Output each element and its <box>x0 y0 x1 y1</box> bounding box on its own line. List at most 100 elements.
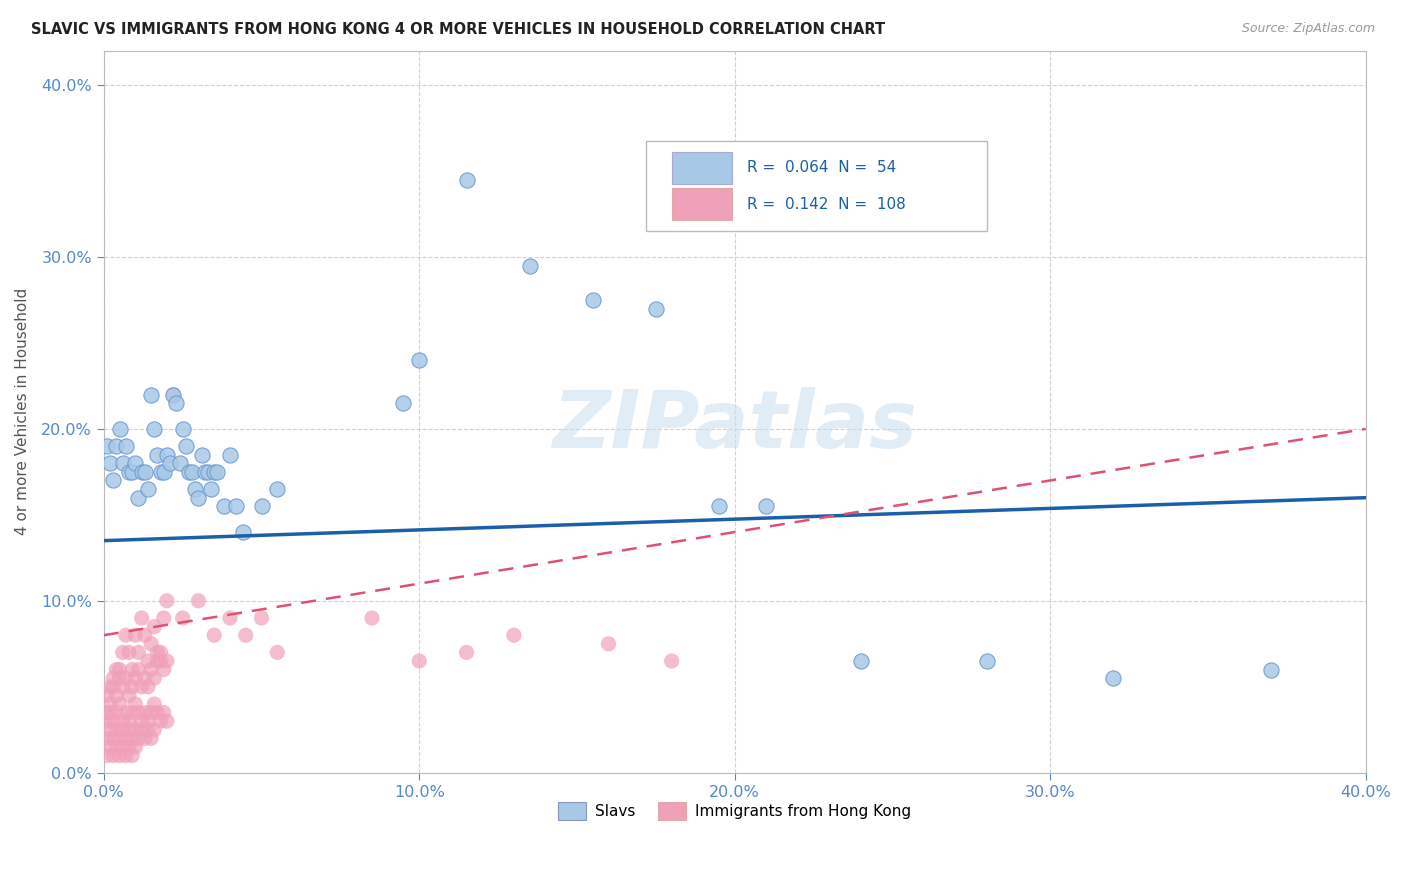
Point <box>96 689 118 703</box>
Point <box>128 491 150 505</box>
Point <box>111 456 134 470</box>
Point <box>105 706 128 720</box>
Point <box>96 706 118 720</box>
Point <box>103 474 125 488</box>
Point <box>98 706 121 720</box>
Point <box>134 731 156 746</box>
Point <box>124 739 146 754</box>
Point <box>105 689 128 703</box>
Point <box>976 654 998 668</box>
Point <box>98 739 121 754</box>
Point <box>124 628 146 642</box>
Point <box>250 500 273 514</box>
Point <box>134 706 156 720</box>
Point <box>250 611 273 625</box>
Point <box>755 500 778 514</box>
Point <box>139 387 162 401</box>
Point <box>207 465 229 479</box>
Point <box>174 439 197 453</box>
Y-axis label: 4 or more Vehicles in Household: 4 or more Vehicles in Household <box>15 288 30 535</box>
Point <box>202 628 225 642</box>
Point <box>115 731 138 746</box>
Point <box>139 706 162 720</box>
Point <box>232 524 254 539</box>
Point <box>103 731 125 746</box>
Point <box>136 654 159 668</box>
Point <box>139 731 162 746</box>
Point <box>149 465 172 479</box>
Point <box>190 448 212 462</box>
Point <box>105 663 128 677</box>
Point <box>225 500 247 514</box>
Point <box>181 465 204 479</box>
Point <box>149 645 172 659</box>
Point <box>143 723 166 737</box>
Point <box>392 396 415 410</box>
Point <box>108 422 131 436</box>
Point <box>146 654 169 668</box>
Point <box>121 731 143 746</box>
Bar <box>672 152 733 184</box>
Point <box>143 671 166 685</box>
Point <box>152 611 174 625</box>
Point <box>266 645 288 659</box>
Point <box>118 689 141 703</box>
Point <box>134 465 156 479</box>
Point <box>165 396 187 410</box>
Bar <box>672 188 733 220</box>
Point <box>115 748 138 763</box>
Point <box>212 500 235 514</box>
Point <box>202 465 225 479</box>
Point <box>115 628 138 642</box>
Point <box>408 654 430 668</box>
Point <box>172 422 194 436</box>
Point <box>194 465 217 479</box>
Point <box>111 723 134 737</box>
Text: ZIPatlas: ZIPatlas <box>553 387 917 465</box>
Point <box>519 259 541 273</box>
Point <box>131 465 153 479</box>
Point <box>108 697 131 711</box>
Point <box>121 663 143 677</box>
Point <box>136 482 159 496</box>
Point <box>108 663 131 677</box>
Point <box>111 680 134 694</box>
Point <box>128 663 150 677</box>
Point <box>502 628 524 642</box>
Point <box>118 739 141 754</box>
Point <box>121 748 143 763</box>
Point <box>184 482 207 496</box>
Point <box>136 723 159 737</box>
Point <box>172 611 194 625</box>
Point <box>456 172 478 186</box>
Point <box>105 723 128 737</box>
Point <box>134 671 156 685</box>
Point <box>644 301 666 316</box>
Point <box>187 594 209 608</box>
Point <box>108 748 131 763</box>
Point <box>139 663 162 677</box>
Point <box>118 714 141 728</box>
Text: Source: ZipAtlas.com: Source: ZipAtlas.com <box>1241 22 1375 36</box>
Point <box>143 619 166 633</box>
Point <box>177 465 200 479</box>
Point <box>582 293 605 307</box>
Point <box>118 465 141 479</box>
Point <box>98 697 121 711</box>
Point <box>162 387 184 401</box>
Point <box>98 456 121 470</box>
Point <box>156 714 179 728</box>
Point <box>136 680 159 694</box>
Point <box>146 706 169 720</box>
Point <box>1102 671 1125 685</box>
Point <box>162 387 184 401</box>
Point <box>131 611 153 625</box>
Point <box>134 628 156 642</box>
Point <box>408 353 430 368</box>
Point <box>96 731 118 746</box>
Point <box>598 637 620 651</box>
Point <box>187 491 209 505</box>
Point <box>103 680 125 694</box>
Point <box>108 671 131 685</box>
Point <box>105 439 128 453</box>
